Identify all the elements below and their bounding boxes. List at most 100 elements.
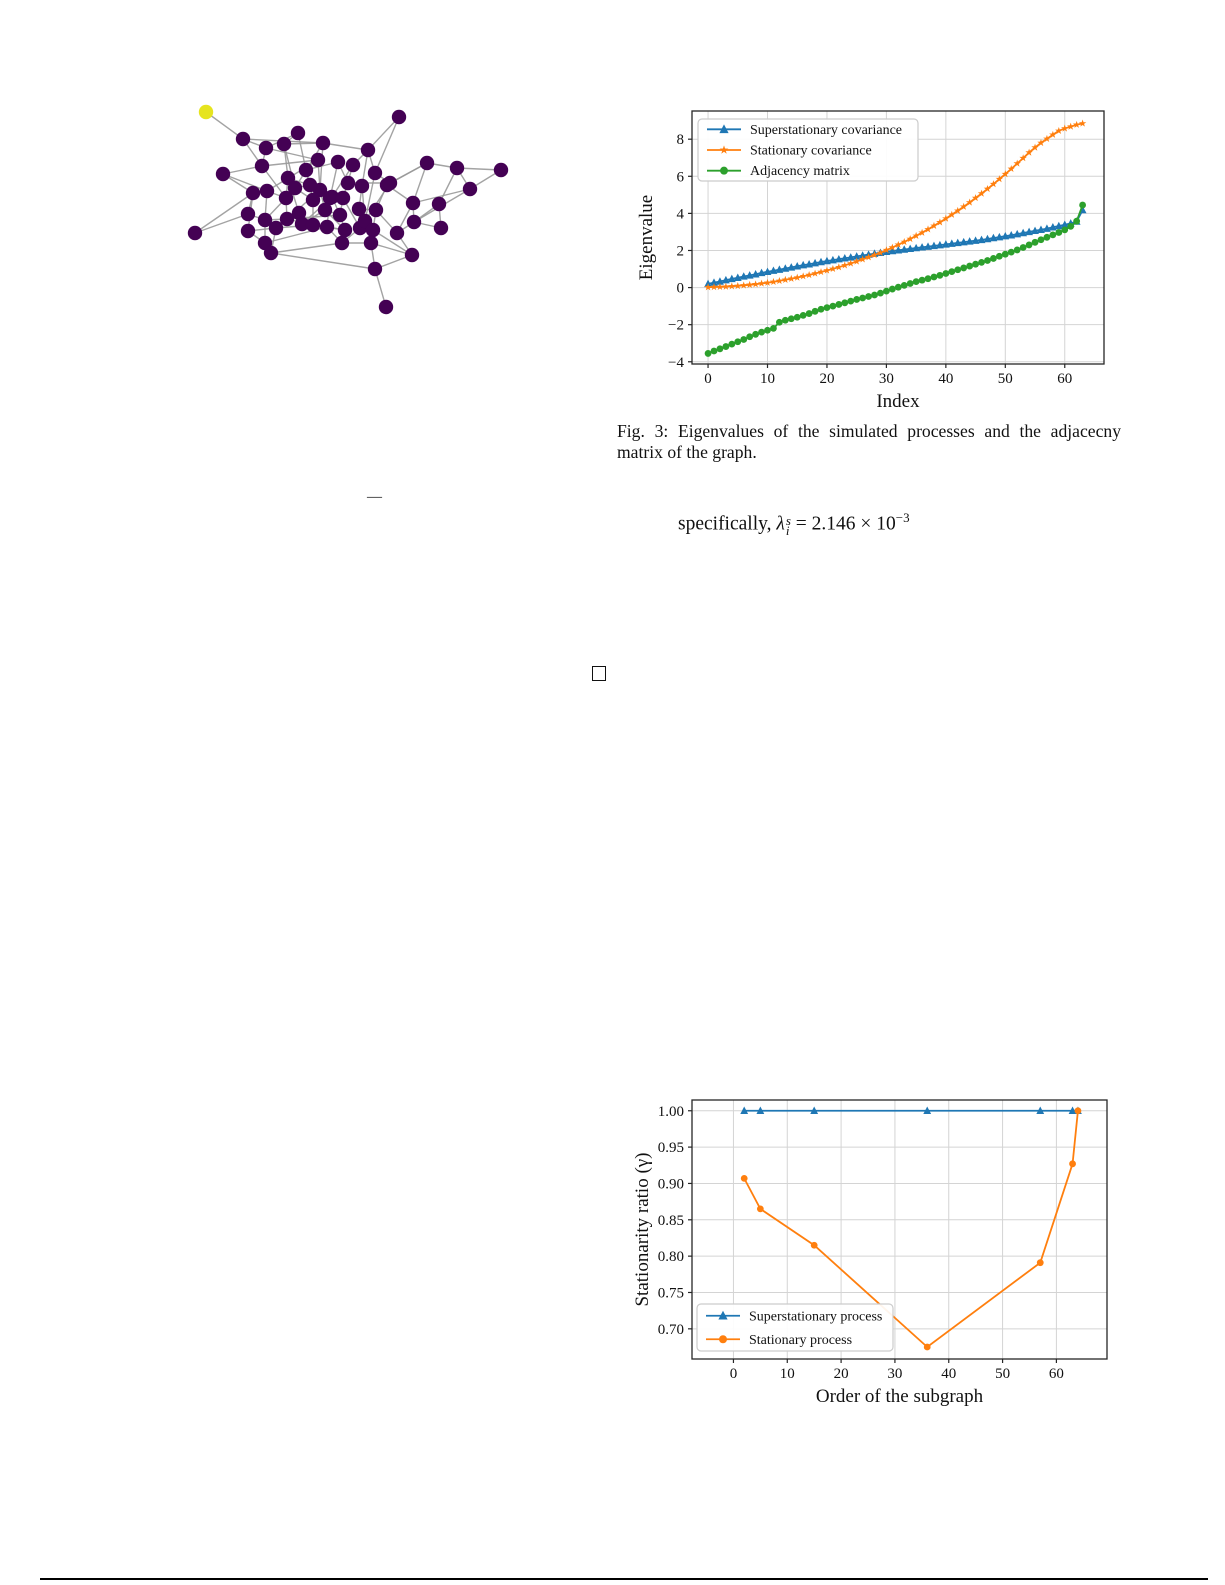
y-tick-label: 0.85 bbox=[658, 1213, 684, 1229]
graph-node bbox=[298, 162, 314, 178]
x-tick-label: 60 bbox=[1049, 1366, 1064, 1382]
series-superstationary-process bbox=[740, 1106, 1082, 1114]
graph-node bbox=[340, 175, 356, 191]
y-axis-label: Eigenvalue bbox=[636, 195, 657, 280]
graph-node bbox=[345, 157, 361, 173]
graph-node bbox=[462, 181, 478, 197]
page-bottom-rule bbox=[40, 1578, 1208, 1580]
eigenvalue-chart: 0 10 20 30 40 50 60 −4 −2 0 2 4 6 8 Index Eigenvalue Sup… bbox=[636, 110, 1105, 412]
series-superstationary-covariance bbox=[704, 205, 1087, 288]
network-nodes bbox=[187, 104, 509, 315]
graph-node bbox=[278, 190, 294, 206]
graph-node bbox=[378, 299, 394, 315]
graph-node bbox=[240, 223, 256, 239]
figure3-caption-line1: Fig. 3: Eigenvalues of the simulated pro… bbox=[617, 421, 1121, 441]
graph-node bbox=[305, 192, 321, 208]
graph-node bbox=[368, 202, 384, 218]
legend-label-superstationary-process: Superstationary process bbox=[749, 1309, 882, 1324]
equation-subscript: i bbox=[785, 523, 790, 539]
lambda-symbol: λ bbox=[776, 513, 785, 535]
graph-node bbox=[391, 109, 407, 125]
y-tick-label: 8 bbox=[677, 132, 685, 148]
y-tick-label: 0.75 bbox=[658, 1285, 684, 1301]
graph-node bbox=[337, 222, 353, 238]
chart-axes: 0 10 20 30 40 50 60 0.70 0.75 0.80 0.85 0.90 0.95 1.0… bbox=[658, 1099, 1108, 1382]
stationarity-chart: 0 10 20 30 40 50 60 0.70 0.75 0.80 0.85 0.90 0.95 1.0… bbox=[632, 1099, 1108, 1407]
graph-node bbox=[332, 207, 348, 223]
equation-value: = 2.146 × 10 bbox=[790, 513, 896, 535]
graph-node bbox=[215, 166, 231, 182]
equation-exponent: −3 bbox=[895, 510, 910, 525]
graph-node bbox=[280, 170, 296, 186]
legend-label-stationary-process: Stationary process bbox=[749, 1333, 852, 1348]
graph-node bbox=[302, 177, 318, 193]
graph-node bbox=[431, 196, 447, 212]
graph-node bbox=[449, 160, 465, 176]
x-tick-label: 20 bbox=[819, 371, 834, 387]
graph-node bbox=[360, 142, 376, 158]
y-tick-label: 2 bbox=[677, 243, 685, 259]
chart-legend: Superstationary process Stationary proces… bbox=[696, 1303, 894, 1352]
y-tick-label: −4 bbox=[668, 355, 684, 371]
graph-node bbox=[290, 125, 306, 141]
figure3-caption: Fig. 3: Eigenvalues of the simulated pro… bbox=[617, 421, 1121, 463]
graph-node bbox=[254, 158, 270, 174]
network-graph-figure bbox=[187, 104, 509, 315]
x-tick-label: 40 bbox=[938, 371, 953, 387]
x-tick-label: 40 bbox=[941, 1366, 956, 1382]
graph-node bbox=[354, 178, 370, 194]
y-axis-label: Stationarity ratio (γ) bbox=[632, 1152, 653, 1306]
x-tick-label: 30 bbox=[887, 1366, 902, 1382]
x-tick-label: 30 bbox=[879, 371, 894, 387]
graph-node bbox=[287, 180, 303, 196]
graph-node bbox=[187, 225, 203, 241]
x-axis-label: Index bbox=[876, 391, 920, 412]
y-tick-label: 0.95 bbox=[658, 1140, 684, 1156]
graph-node bbox=[335, 190, 351, 206]
x-tick-label: 0 bbox=[730, 1366, 738, 1382]
x-tick-label: 10 bbox=[760, 371, 775, 387]
chart-legend: Superstationary covariance Stationary cov… bbox=[697, 118, 919, 182]
graph-node bbox=[382, 175, 398, 191]
graph-node bbox=[279, 211, 295, 227]
graph-node bbox=[258, 140, 274, 156]
graph-node bbox=[319, 219, 335, 235]
graph-node bbox=[433, 220, 449, 236]
graph-node bbox=[363, 235, 379, 251]
dash-mark: — bbox=[367, 489, 382, 505]
x-tick-label: 0 bbox=[704, 371, 712, 387]
series-stationary-covariance bbox=[704, 119, 1087, 291]
y-tick-label: 0.70 bbox=[658, 1322, 684, 1338]
graph-node bbox=[263, 245, 279, 261]
graph-node bbox=[389, 225, 405, 241]
highlighted-node bbox=[198, 104, 214, 120]
legend-label-adjacency-matrix: Adjacency matrix bbox=[750, 164, 850, 179]
legend-label-superstationary-covariance: Superstationary covariance bbox=[750, 123, 902, 138]
y-tick-label: 0.80 bbox=[658, 1249, 684, 1265]
graph-node bbox=[322, 190, 338, 206]
x-tick-label: 60 bbox=[1057, 371, 1072, 387]
legend-label-stationary-covariance: Stationary covariance bbox=[750, 144, 872, 159]
graph-node bbox=[305, 217, 321, 233]
graph-node bbox=[406, 214, 422, 230]
graph-node bbox=[419, 155, 435, 171]
y-tick-label: 4 bbox=[677, 206, 685, 222]
graph-node bbox=[330, 154, 346, 170]
graph-node bbox=[365, 222, 381, 238]
y-tick-label: 6 bbox=[677, 169, 685, 185]
graph-node bbox=[404, 247, 420, 263]
x-tick-label: 50 bbox=[995, 1366, 1010, 1382]
equation-prefix: specifically, bbox=[678, 513, 772, 535]
graph-node bbox=[235, 131, 251, 147]
series-adjacency-matrix bbox=[704, 201, 1086, 357]
graph-node bbox=[493, 162, 509, 178]
graph-node bbox=[367, 165, 383, 181]
qed-square bbox=[592, 666, 606, 681]
graph-node bbox=[268, 220, 284, 236]
graph-node bbox=[276, 136, 292, 152]
graph-node bbox=[367, 261, 383, 277]
graph-node bbox=[315, 135, 331, 151]
graph-node bbox=[317, 202, 333, 218]
